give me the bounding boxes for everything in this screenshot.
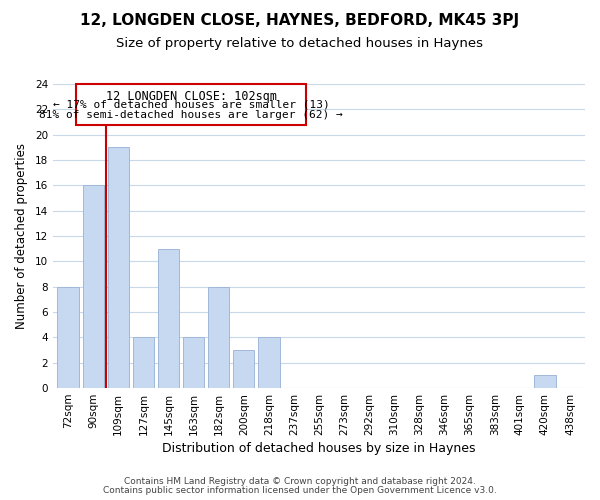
Bar: [133, 338, 154, 388]
Bar: [534, 376, 556, 388]
Text: 12 LONGDEN CLOSE: 102sqm: 12 LONGDEN CLOSE: 102sqm: [106, 90, 277, 102]
Y-axis label: Number of detached properties: Number of detached properties: [15, 143, 28, 329]
Text: 12, LONGDEN CLOSE, HAYNES, BEDFORD, MK45 3PJ: 12, LONGDEN CLOSE, HAYNES, BEDFORD, MK45…: [80, 12, 520, 28]
FancyBboxPatch shape: [76, 84, 307, 124]
Text: ← 17% of detached houses are smaller (13): ← 17% of detached houses are smaller (13…: [53, 100, 329, 110]
Text: Contains public sector information licensed under the Open Government Licence v3: Contains public sector information licen…: [103, 486, 497, 495]
Bar: [183, 338, 204, 388]
Bar: [208, 286, 229, 388]
Bar: [258, 338, 280, 388]
Bar: [83, 186, 104, 388]
Text: 81% of semi-detached houses are larger (62) →: 81% of semi-detached houses are larger (…: [39, 110, 343, 120]
Bar: [158, 248, 179, 388]
Text: Contains HM Land Registry data © Crown copyright and database right 2024.: Contains HM Land Registry data © Crown c…: [124, 477, 476, 486]
X-axis label: Distribution of detached houses by size in Haynes: Distribution of detached houses by size …: [162, 442, 476, 455]
Bar: [107, 148, 129, 388]
Bar: [58, 286, 79, 388]
Text: Size of property relative to detached houses in Haynes: Size of property relative to detached ho…: [116, 38, 484, 51]
Bar: [233, 350, 254, 388]
